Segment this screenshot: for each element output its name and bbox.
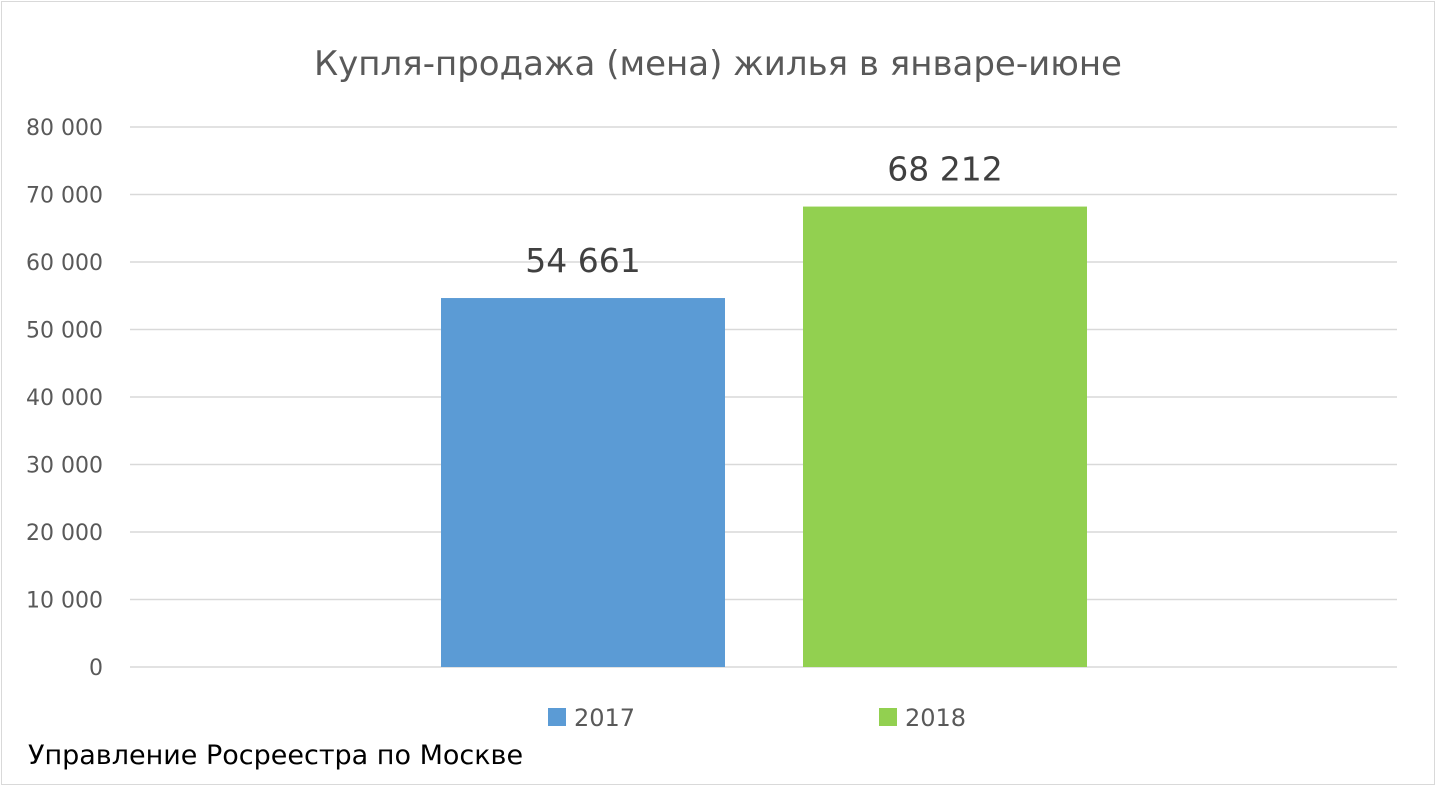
data-labels: 54 661 68 212: [525, 150, 1002, 280]
legend-swatch-2018: [879, 708, 897, 726]
legend-label-2017: 2017: [574, 704, 635, 732]
bars: [441, 206, 1087, 667]
y-tick-label: 10 000: [26, 589, 103, 614]
bar-2018: [803, 206, 1087, 667]
gridlines: [130, 126, 1397, 668]
y-tick-label: 0: [89, 656, 103, 681]
y-tick-label: 50 000: [26, 319, 103, 344]
y-tick-label: 30 000: [26, 454, 103, 479]
data-label-2017: 54 661: [525, 241, 640, 280]
y-tick-label: 70 000: [26, 184, 103, 209]
legend-swatch-2017: [548, 708, 566, 726]
chart-title: Купля-продажа (мена) жилья в январе-июне: [314, 44, 1122, 84]
y-tick-label: 20 000: [26, 521, 103, 546]
data-label-2018: 68 212: [887, 150, 1002, 189]
y-tick-label: 40 000: [26, 386, 103, 411]
y-tick-label: 60 000: [26, 251, 103, 276]
bar-2017: [441, 298, 725, 667]
source-note: Управление Росреестра по Москве: [28, 740, 524, 771]
y-axis-ticks: 0 10 000 20 000 30 000 40 000 50 000 60 000 70 …: [26, 116, 103, 681]
y-tick-label: 80 000: [26, 116, 103, 141]
legend: 2017 2018: [548, 704, 966, 732]
legend-label-2018: 2018: [905, 704, 966, 732]
